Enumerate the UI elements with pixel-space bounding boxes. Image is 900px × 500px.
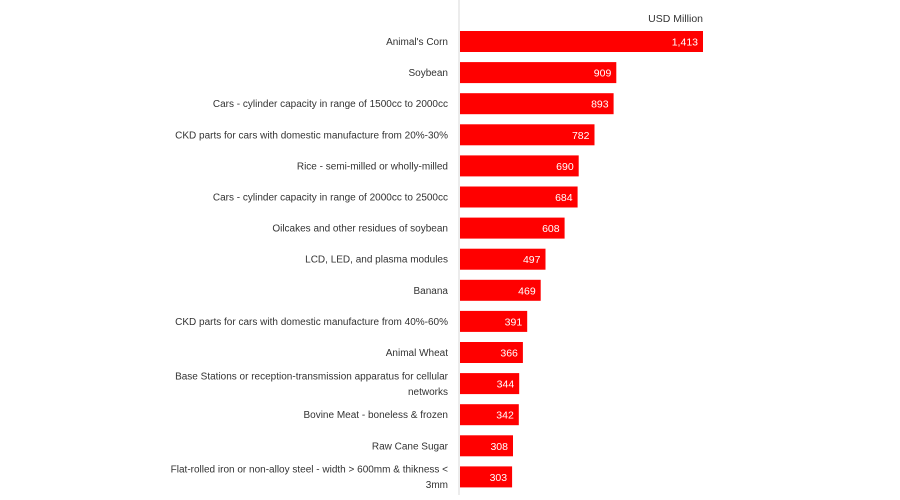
- data-label: 608: [542, 223, 560, 235]
- bar: [460, 342, 523, 363]
- data-label: 366: [500, 348, 518, 360]
- bar: [460, 124, 595, 146]
- category-label: Bovine Meat - boneless & frozen: [303, 410, 448, 421]
- data-label: 469: [518, 285, 536, 297]
- bar: [460, 155, 579, 177]
- data-label: 909: [594, 68, 612, 80]
- category-label: Oilcakes and other residues of soybean: [272, 224, 448, 235]
- category-label: Rice - semi-milled or wholly-milled: [297, 161, 448, 172]
- category-label: Banana: [414, 286, 449, 297]
- bar: [460, 279, 541, 301]
- data-label: 1,413: [672, 37, 698, 49]
- data-label: 303: [490, 472, 508, 484]
- data-label: 391: [505, 316, 523, 328]
- bar: [460, 93, 614, 115]
- bar: [460, 373, 520, 395]
- category-label: Raw Cane Sugar: [372, 441, 449, 452]
- category-label: Base Stations or reception-transmission …: [175, 371, 449, 382]
- category-label: LCD, LED, and plasma modules: [305, 255, 448, 266]
- category-label: Flat-rolled iron or non-alloy steel - wi…: [171, 465, 449, 476]
- category-label: CKD parts for cars with domestic manufac…: [175, 317, 448, 328]
- data-label: 308: [490, 441, 508, 453]
- data-label: 782: [572, 130, 590, 142]
- category-label: Animal Wheat: [386, 348, 448, 359]
- category-label: CKD parts for cars with domestic manufac…: [175, 130, 448, 141]
- data-label: 344: [497, 379, 515, 391]
- data-label: 684: [555, 192, 573, 204]
- bar: [460, 310, 528, 332]
- category-label: Soybean: [409, 68, 448, 79]
- category-label: Cars - cylinder capacity in range of 200…: [213, 193, 448, 204]
- bar: [460, 466, 513, 488]
- category-label: networks: [408, 387, 448, 398]
- bar: [460, 248, 546, 270]
- bar: [460, 217, 565, 239]
- unit-label: USD Million: [648, 13, 703, 25]
- bar: [460, 404, 519, 426]
- bar: [460, 31, 703, 52]
- bar: [460, 62, 617, 84]
- data-label: 342: [496, 410, 514, 422]
- bar: [460, 435, 513, 457]
- data-label: 893: [591, 99, 609, 111]
- category-label: 3mm: [426, 480, 448, 491]
- bars-group: 1,413 Animal's Corn 909 Soybean 893 Cars - cy…: [171, 31, 703, 491]
- data-label: 497: [523, 254, 541, 266]
- category-label: Animal's Corn: [386, 37, 448, 48]
- category-label: Cars - cylinder capacity in range of 150…: [213, 99, 448, 110]
- bar: [460, 186, 578, 208]
- data-label: 690: [556, 161, 574, 173]
